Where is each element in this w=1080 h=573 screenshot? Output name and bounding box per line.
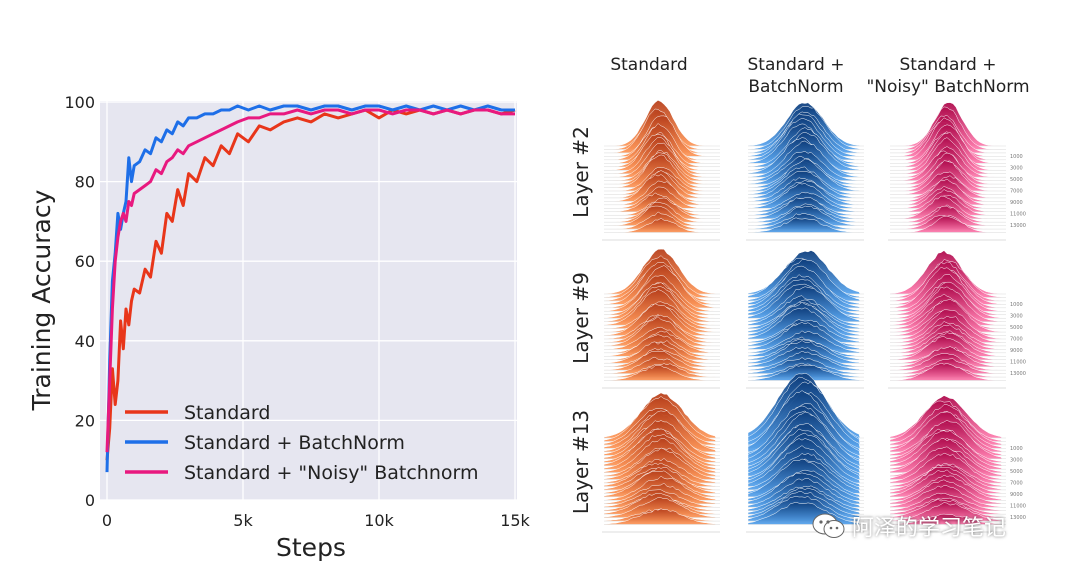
ridgeline-panel: 1000 3000 5000 7000 9000 11000 13000 <box>888 395 1026 533</box>
step-label: 13000 <box>1010 223 1026 229</box>
ridgeline-panel <box>746 373 864 533</box>
ridge <box>890 205 1002 226</box>
step-label: 7000 <box>1010 189 1023 195</box>
step-label: 9000 <box>1010 200 1023 206</box>
step-label: 7000 <box>1010 481 1023 487</box>
ridge <box>604 217 716 233</box>
x-tick-label: 5k <box>233 511 253 530</box>
step-label: 1000 <box>1010 154 1023 160</box>
step-label: 3000 <box>1010 458 1023 464</box>
ridgeline-panel: 1000 3000 5000 7000 9000 11000 13000 <box>888 250 1026 389</box>
y-tick-label: 80 <box>75 173 95 192</box>
y-tick-label: 100 <box>64 93 95 112</box>
step-label: 1000 <box>1010 446 1023 452</box>
y-tick-label: 60 <box>75 252 95 271</box>
ridge <box>889 362 1003 381</box>
row-label: Layer #2 <box>569 126 593 218</box>
y-tick-label: 40 <box>75 332 95 351</box>
column-label: Standard + <box>900 55 997 75</box>
plot-area <box>100 101 517 500</box>
step-label: 9000 <box>1010 348 1023 354</box>
y-tick-label: 20 <box>75 411 95 430</box>
series-lines <box>105 104 516 473</box>
series-line-1 <box>105 108 516 461</box>
y-axis-label: Training Accuracy <box>27 189 56 411</box>
ridgeline-panel <box>746 250 864 389</box>
step-label: 5000 <box>1010 469 1023 475</box>
ridgeline-panel: 1000 3000 5000 7000 9000 11000 13000 <box>888 102 1026 241</box>
step-label: 13000 <box>1010 371 1026 377</box>
ridge <box>889 513 1003 525</box>
legend-label: Standard + "Noisy" Batchnorm <box>184 462 478 484</box>
ridge <box>603 365 717 381</box>
series-line-2 <box>105 104 515 473</box>
ridgeline-panels: 1000 3000 5000 7000 9000 11000 13000 1000 3000 50… <box>602 100 1026 533</box>
grid <box>100 101 517 501</box>
y-tick-label: 0 <box>85 491 95 510</box>
ridgeline-panel <box>746 102 864 241</box>
step-label: 3000 <box>1010 314 1023 320</box>
wechat-icon <box>812 513 845 538</box>
ridge <box>603 497 717 518</box>
step-label: 3000 <box>1010 166 1023 172</box>
step-label: 5000 <box>1010 177 1023 183</box>
ridge <box>890 215 1002 233</box>
ridge <box>889 502 1003 522</box>
watermark: 阿泽的学习笔记 <box>812 508 1006 544</box>
x-tick-label: 0 <box>102 511 112 530</box>
ridgeline-panel <box>602 248 720 389</box>
legend-label: Standard <box>184 402 270 424</box>
x-axis-label: Steps <box>276 533 346 562</box>
ridge <box>747 217 861 233</box>
ridge <box>747 364 861 381</box>
row-label: Layer #9 <box>569 272 593 364</box>
step-label: 7000 <box>1010 337 1023 343</box>
training-accuracy-chart: 0 20 40 60 80 100 0 5k 10k 15k Steps Training Ac… <box>27 93 531 562</box>
y-tick-labels: 0 20 40 60 80 100 <box>64 93 95 510</box>
ridge <box>603 508 717 525</box>
row-label: Layer #13 <box>569 410 593 514</box>
x-tick-labels: 0 5k 10k 15k <box>102 511 531 530</box>
column-label: Standard <box>610 55 687 75</box>
series-line-3 <box>105 108 515 453</box>
step-label: 9000 <box>1010 492 1023 498</box>
legend: Standard Standard + BatchNorm Standard + "… <box>125 402 478 484</box>
x-tick-label: 15k <box>500 511 530 530</box>
x-tick-label: 10k <box>364 511 394 530</box>
legend-label: Standard + BatchNorm <box>184 432 405 454</box>
row-labels: Layer #2 Layer #9 Layer #13 <box>569 126 593 514</box>
step-label: 11000 <box>1010 212 1026 218</box>
step-label: 13000 <box>1010 515 1026 521</box>
column-label: BatchNorm <box>748 77 843 97</box>
watermark-text: 阿泽的学习笔记 <box>852 516 1007 541</box>
column-label: "Noisy" BatchNorm <box>866 77 1029 97</box>
step-label: 11000 <box>1010 360 1026 366</box>
step-label: 11000 <box>1010 504 1026 510</box>
ridgeline-panel <box>602 392 720 533</box>
column-label: Standard + <box>748 55 845 75</box>
step-label: 5000 <box>1010 325 1023 331</box>
step-label: 1000 <box>1010 302 1023 308</box>
ridgeline-panel <box>602 100 720 241</box>
